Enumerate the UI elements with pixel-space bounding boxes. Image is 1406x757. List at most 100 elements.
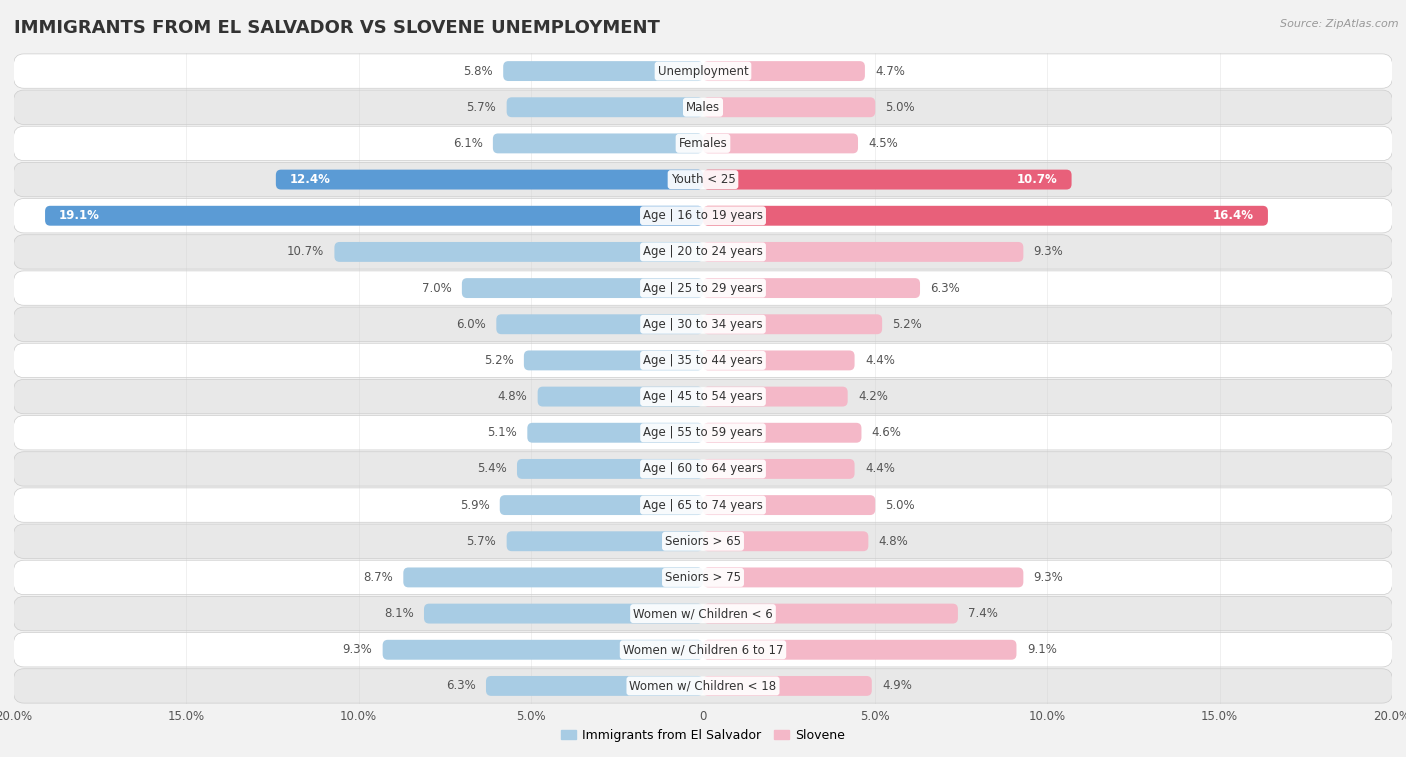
- Text: 4.8%: 4.8%: [498, 390, 527, 403]
- FancyBboxPatch shape: [14, 198, 1392, 233]
- Text: 5.2%: 5.2%: [484, 354, 513, 367]
- FancyBboxPatch shape: [14, 668, 1392, 703]
- FancyBboxPatch shape: [499, 495, 703, 515]
- FancyBboxPatch shape: [425, 603, 703, 624]
- Legend: Immigrants from El Salvador, Slovene: Immigrants from El Salvador, Slovene: [555, 724, 851, 746]
- FancyBboxPatch shape: [14, 90, 1392, 124]
- FancyBboxPatch shape: [703, 170, 1071, 189]
- FancyBboxPatch shape: [703, 133, 858, 154]
- Text: 9.3%: 9.3%: [1033, 245, 1063, 258]
- FancyBboxPatch shape: [524, 350, 703, 370]
- FancyBboxPatch shape: [14, 235, 1392, 269]
- FancyBboxPatch shape: [703, 350, 855, 370]
- FancyBboxPatch shape: [703, 98, 875, 117]
- Text: 5.0%: 5.0%: [886, 101, 915, 114]
- Text: 5.9%: 5.9%: [460, 499, 489, 512]
- Text: 5.2%: 5.2%: [893, 318, 922, 331]
- FancyBboxPatch shape: [527, 423, 703, 443]
- Text: 7.4%: 7.4%: [969, 607, 998, 620]
- Text: Age | 16 to 19 years: Age | 16 to 19 years: [643, 209, 763, 223]
- FancyBboxPatch shape: [703, 242, 1024, 262]
- Text: 5.1%: 5.1%: [488, 426, 517, 439]
- FancyBboxPatch shape: [276, 170, 703, 189]
- FancyBboxPatch shape: [703, 603, 957, 624]
- Text: 6.1%: 6.1%: [453, 137, 482, 150]
- FancyBboxPatch shape: [14, 126, 1392, 160]
- FancyBboxPatch shape: [494, 133, 703, 154]
- FancyBboxPatch shape: [496, 314, 703, 334]
- Text: 4.6%: 4.6%: [872, 426, 901, 439]
- FancyBboxPatch shape: [703, 640, 1017, 659]
- FancyBboxPatch shape: [537, 387, 703, 407]
- Text: 4.4%: 4.4%: [865, 354, 894, 367]
- FancyBboxPatch shape: [14, 452, 1392, 486]
- FancyBboxPatch shape: [506, 98, 703, 117]
- Text: 4.9%: 4.9%: [882, 680, 912, 693]
- Text: 9.3%: 9.3%: [343, 643, 373, 656]
- Text: 6.0%: 6.0%: [456, 318, 486, 331]
- FancyBboxPatch shape: [703, 495, 875, 515]
- FancyBboxPatch shape: [14, 379, 1392, 414]
- Text: Women w/ Children < 6: Women w/ Children < 6: [633, 607, 773, 620]
- FancyBboxPatch shape: [14, 633, 1392, 667]
- Text: 7.0%: 7.0%: [422, 282, 451, 294]
- Text: 4.7%: 4.7%: [875, 64, 905, 77]
- FancyBboxPatch shape: [14, 343, 1392, 378]
- FancyBboxPatch shape: [14, 54, 1392, 89]
- Text: Age | 55 to 59 years: Age | 55 to 59 years: [643, 426, 763, 439]
- FancyBboxPatch shape: [703, 61, 865, 81]
- FancyBboxPatch shape: [14, 524, 1392, 559]
- FancyBboxPatch shape: [404, 568, 703, 587]
- FancyBboxPatch shape: [461, 278, 703, 298]
- Text: Seniors > 75: Seniors > 75: [665, 571, 741, 584]
- FancyBboxPatch shape: [703, 206, 1268, 226]
- FancyBboxPatch shape: [703, 278, 920, 298]
- FancyBboxPatch shape: [14, 560, 1392, 594]
- Text: 19.1%: 19.1%: [59, 209, 100, 223]
- Text: Females: Females: [679, 137, 727, 150]
- FancyBboxPatch shape: [14, 597, 1392, 631]
- Text: Males: Males: [686, 101, 720, 114]
- Text: 5.8%: 5.8%: [463, 64, 494, 77]
- Text: 12.4%: 12.4%: [290, 173, 330, 186]
- Text: 4.5%: 4.5%: [869, 137, 898, 150]
- FancyBboxPatch shape: [14, 163, 1392, 197]
- FancyBboxPatch shape: [703, 531, 869, 551]
- Text: 10.7%: 10.7%: [287, 245, 323, 258]
- FancyBboxPatch shape: [703, 568, 1024, 587]
- Text: 8.1%: 8.1%: [384, 607, 413, 620]
- Text: Age | 45 to 54 years: Age | 45 to 54 years: [643, 390, 763, 403]
- Text: 5.4%: 5.4%: [477, 463, 506, 475]
- Text: 5.7%: 5.7%: [467, 534, 496, 548]
- Text: 4.4%: 4.4%: [865, 463, 894, 475]
- FancyBboxPatch shape: [14, 307, 1392, 341]
- FancyBboxPatch shape: [703, 314, 882, 334]
- Text: 6.3%: 6.3%: [446, 680, 475, 693]
- Text: 5.7%: 5.7%: [467, 101, 496, 114]
- Text: Unemployment: Unemployment: [658, 64, 748, 77]
- FancyBboxPatch shape: [517, 459, 703, 479]
- FancyBboxPatch shape: [486, 676, 703, 696]
- FancyBboxPatch shape: [14, 488, 1392, 522]
- Text: 10.7%: 10.7%: [1017, 173, 1057, 186]
- FancyBboxPatch shape: [14, 271, 1392, 305]
- Text: 4.2%: 4.2%: [858, 390, 887, 403]
- FancyBboxPatch shape: [503, 61, 703, 81]
- Text: Age | 25 to 29 years: Age | 25 to 29 years: [643, 282, 763, 294]
- Text: Youth < 25: Youth < 25: [671, 173, 735, 186]
- Text: Source: ZipAtlas.com: Source: ZipAtlas.com: [1281, 19, 1399, 29]
- Text: 6.3%: 6.3%: [931, 282, 960, 294]
- Text: Women w/ Children < 18: Women w/ Children < 18: [630, 680, 776, 693]
- Text: 9.3%: 9.3%: [1033, 571, 1063, 584]
- Text: 16.4%: 16.4%: [1213, 209, 1254, 223]
- Text: Age | 20 to 24 years: Age | 20 to 24 years: [643, 245, 763, 258]
- Text: Age | 30 to 34 years: Age | 30 to 34 years: [643, 318, 763, 331]
- FancyBboxPatch shape: [703, 423, 862, 443]
- Text: 9.1%: 9.1%: [1026, 643, 1057, 656]
- Text: Age | 60 to 64 years: Age | 60 to 64 years: [643, 463, 763, 475]
- FancyBboxPatch shape: [703, 459, 855, 479]
- Text: 4.8%: 4.8%: [879, 534, 908, 548]
- FancyBboxPatch shape: [45, 206, 703, 226]
- FancyBboxPatch shape: [506, 531, 703, 551]
- FancyBboxPatch shape: [14, 416, 1392, 450]
